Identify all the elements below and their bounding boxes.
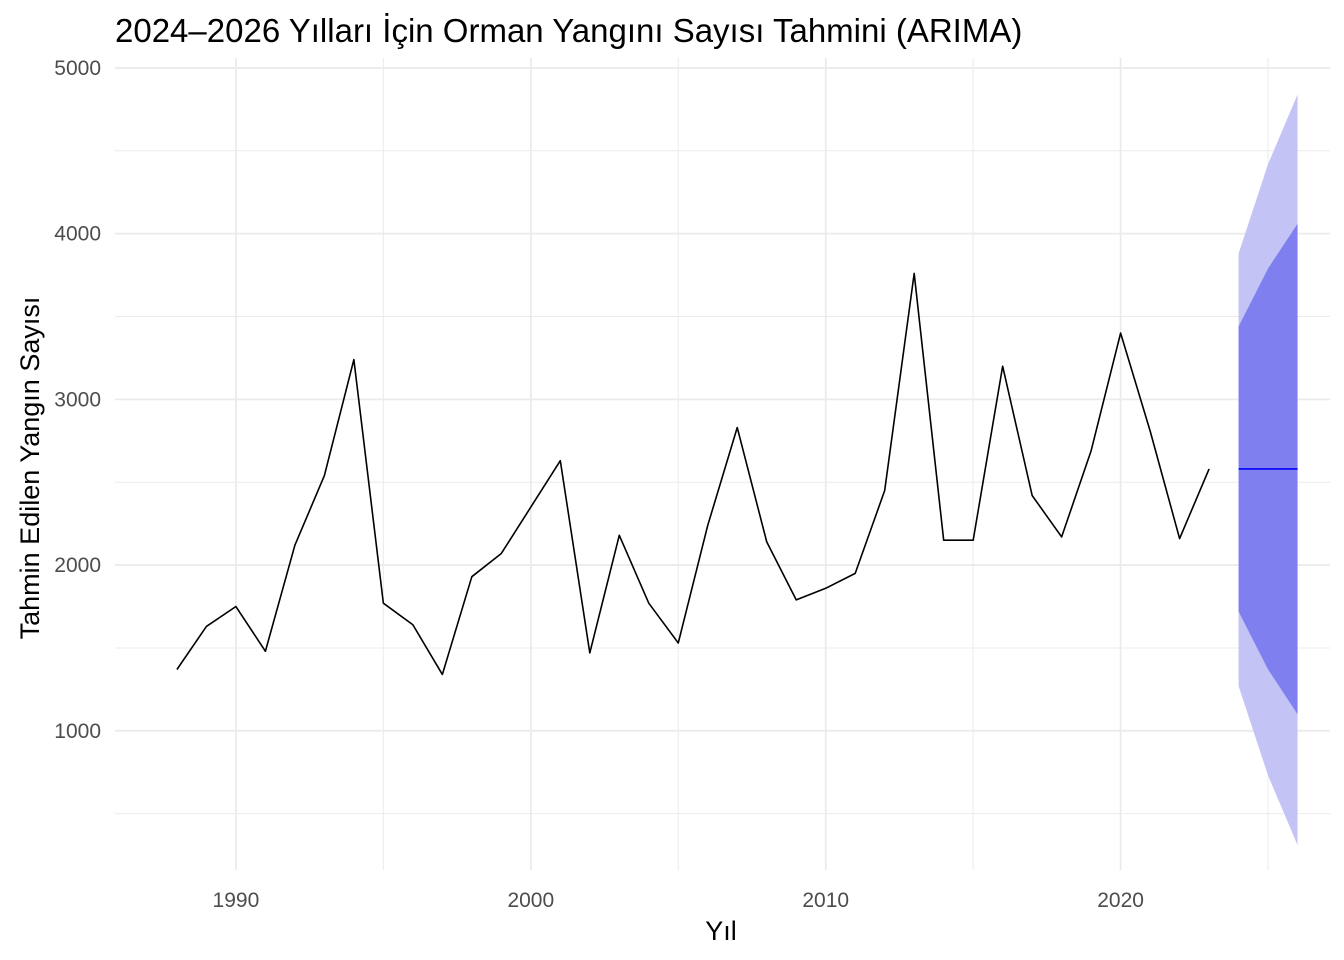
y-tick-label: 5000 xyxy=(54,57,101,80)
x-tick-label: 2010 xyxy=(802,889,849,912)
minor-gridlines xyxy=(115,58,1330,870)
y-tick-label: 1000 xyxy=(54,720,101,743)
x-tick-label: 2000 xyxy=(507,889,554,912)
x-tick-label: 1990 xyxy=(213,889,260,912)
y-tick-label: 3000 xyxy=(54,388,101,411)
x-axis-ticks: 1990 2000 2010 2020 xyxy=(213,889,1144,912)
x-tick-label: 2020 xyxy=(1097,889,1144,912)
x-axis-title: Yıl xyxy=(705,916,737,946)
y-axis-ticks: 1000 2000 3000 4000 5000 xyxy=(54,57,101,743)
history-line xyxy=(176,272,1210,676)
forecast-intervals xyxy=(1238,94,1298,846)
y-axis-title: Tahmin Edilen Yangın Sayısı xyxy=(15,297,45,640)
major-gridlines xyxy=(115,58,1330,870)
y-tick-label: 2000 xyxy=(54,554,101,577)
y-tick-label: 4000 xyxy=(54,223,101,246)
chart-title: 2024–2026 Yılları İçin Orman Yangını Say… xyxy=(115,12,1022,49)
series-lines xyxy=(176,272,1298,676)
